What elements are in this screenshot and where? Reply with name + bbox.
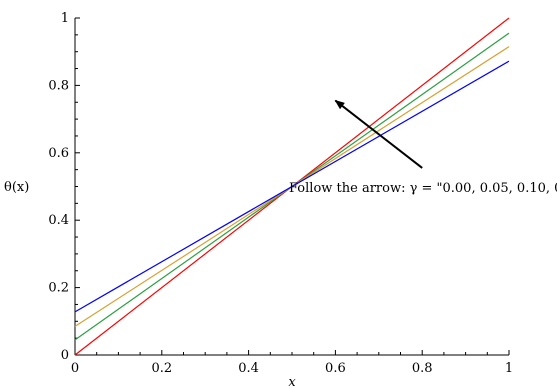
series-line-4 bbox=[74, 60, 510, 313]
x-tick-label: 0.4 bbox=[238, 361, 259, 376]
y-tick-label: 0.8 bbox=[48, 78, 69, 93]
x-tick-label: 0 bbox=[71, 361, 79, 376]
y-axis-label: θ(x) bbox=[4, 180, 29, 195]
axes: 0 0.2 0.4 0.6 0.8 1 0 0.2 0.4 0.6 0.8 1 x θ(x) bbox=[4, 11, 513, 389]
annotation-arrow bbox=[334, 99, 423, 169]
y-tick-label: 1 bbox=[61, 11, 69, 26]
y-tick-label: 0.4 bbox=[48, 213, 69, 228]
x-axis-label: x bbox=[288, 375, 296, 389]
y-tick-label: 0 bbox=[61, 348, 69, 363]
y-tick-label: 0.2 bbox=[48, 281, 69, 296]
annotation-group: Follow the arrow: γ = "0.00, 0.05, 0.10,… bbox=[289, 99, 557, 196]
y-tick-label: 0.6 bbox=[48, 146, 69, 161]
annotation-label: Follow the arrow: γ = "0.00, 0.05, 0.10,… bbox=[289, 181, 557, 196]
x-tick-label: 0.2 bbox=[151, 361, 172, 376]
series-group bbox=[74, 17, 510, 356]
x-tick-label: 1 bbox=[505, 361, 513, 376]
x-tick-label: 0.6 bbox=[325, 361, 346, 376]
x-tick-label: 0.8 bbox=[412, 361, 433, 376]
